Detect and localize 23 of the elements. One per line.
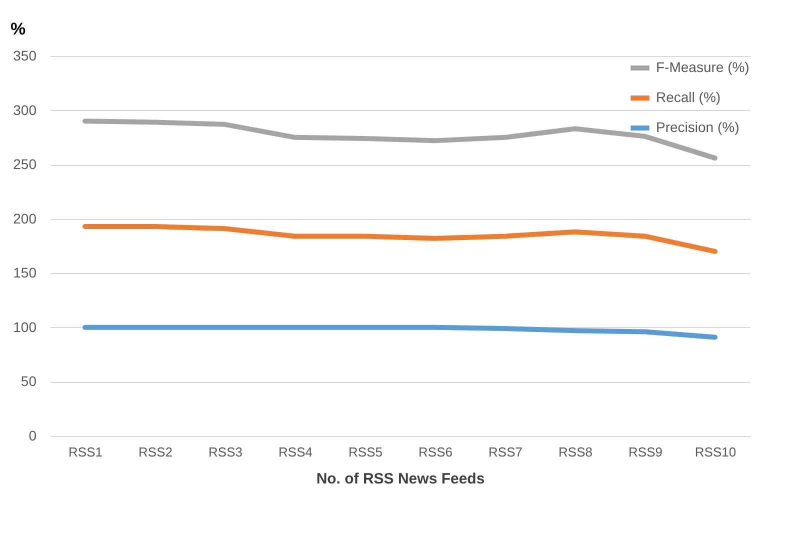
y-tick-label: 50: [20, 373, 37, 390]
x-axis-title: No. of RSS News Feeds: [316, 470, 485, 488]
y-tick-label: 0: [28, 428, 37, 444]
y-tick-label: 100: [13, 318, 37, 335]
y-tick-label: 250: [13, 156, 37, 172]
y-tick-label: 150: [13, 264, 37, 281]
x-tick-label: RSS3: [208, 444, 242, 460]
x-tick-label: RSS1: [68, 444, 102, 460]
y-axis-title: %: [10, 20, 26, 38]
legend-label: F-Measure (%): [656, 59, 750, 75]
x-tick-label: RSS4: [278, 444, 312, 460]
x-tick-label: RSS2: [138, 444, 172, 460]
y-tick-label: 200: [13, 210, 37, 226]
x-tick-label: RSS5: [348, 444, 382, 460]
x-tick-label: RSS9: [628, 444, 662, 460]
legend-label: Recall (%): [656, 89, 721, 105]
x-tick-label: RSS8: [558, 444, 592, 460]
y-tick-label: 350: [13, 48, 37, 64]
x-tick-label: RSS10: [694, 444, 736, 460]
legend-label: Precision (%): [656, 119, 740, 135]
x-tick-label: RSS6: [418, 444, 452, 460]
x-tick-label: RSS7: [488, 444, 522, 460]
y-tick-label: 300: [13, 102, 37, 118]
